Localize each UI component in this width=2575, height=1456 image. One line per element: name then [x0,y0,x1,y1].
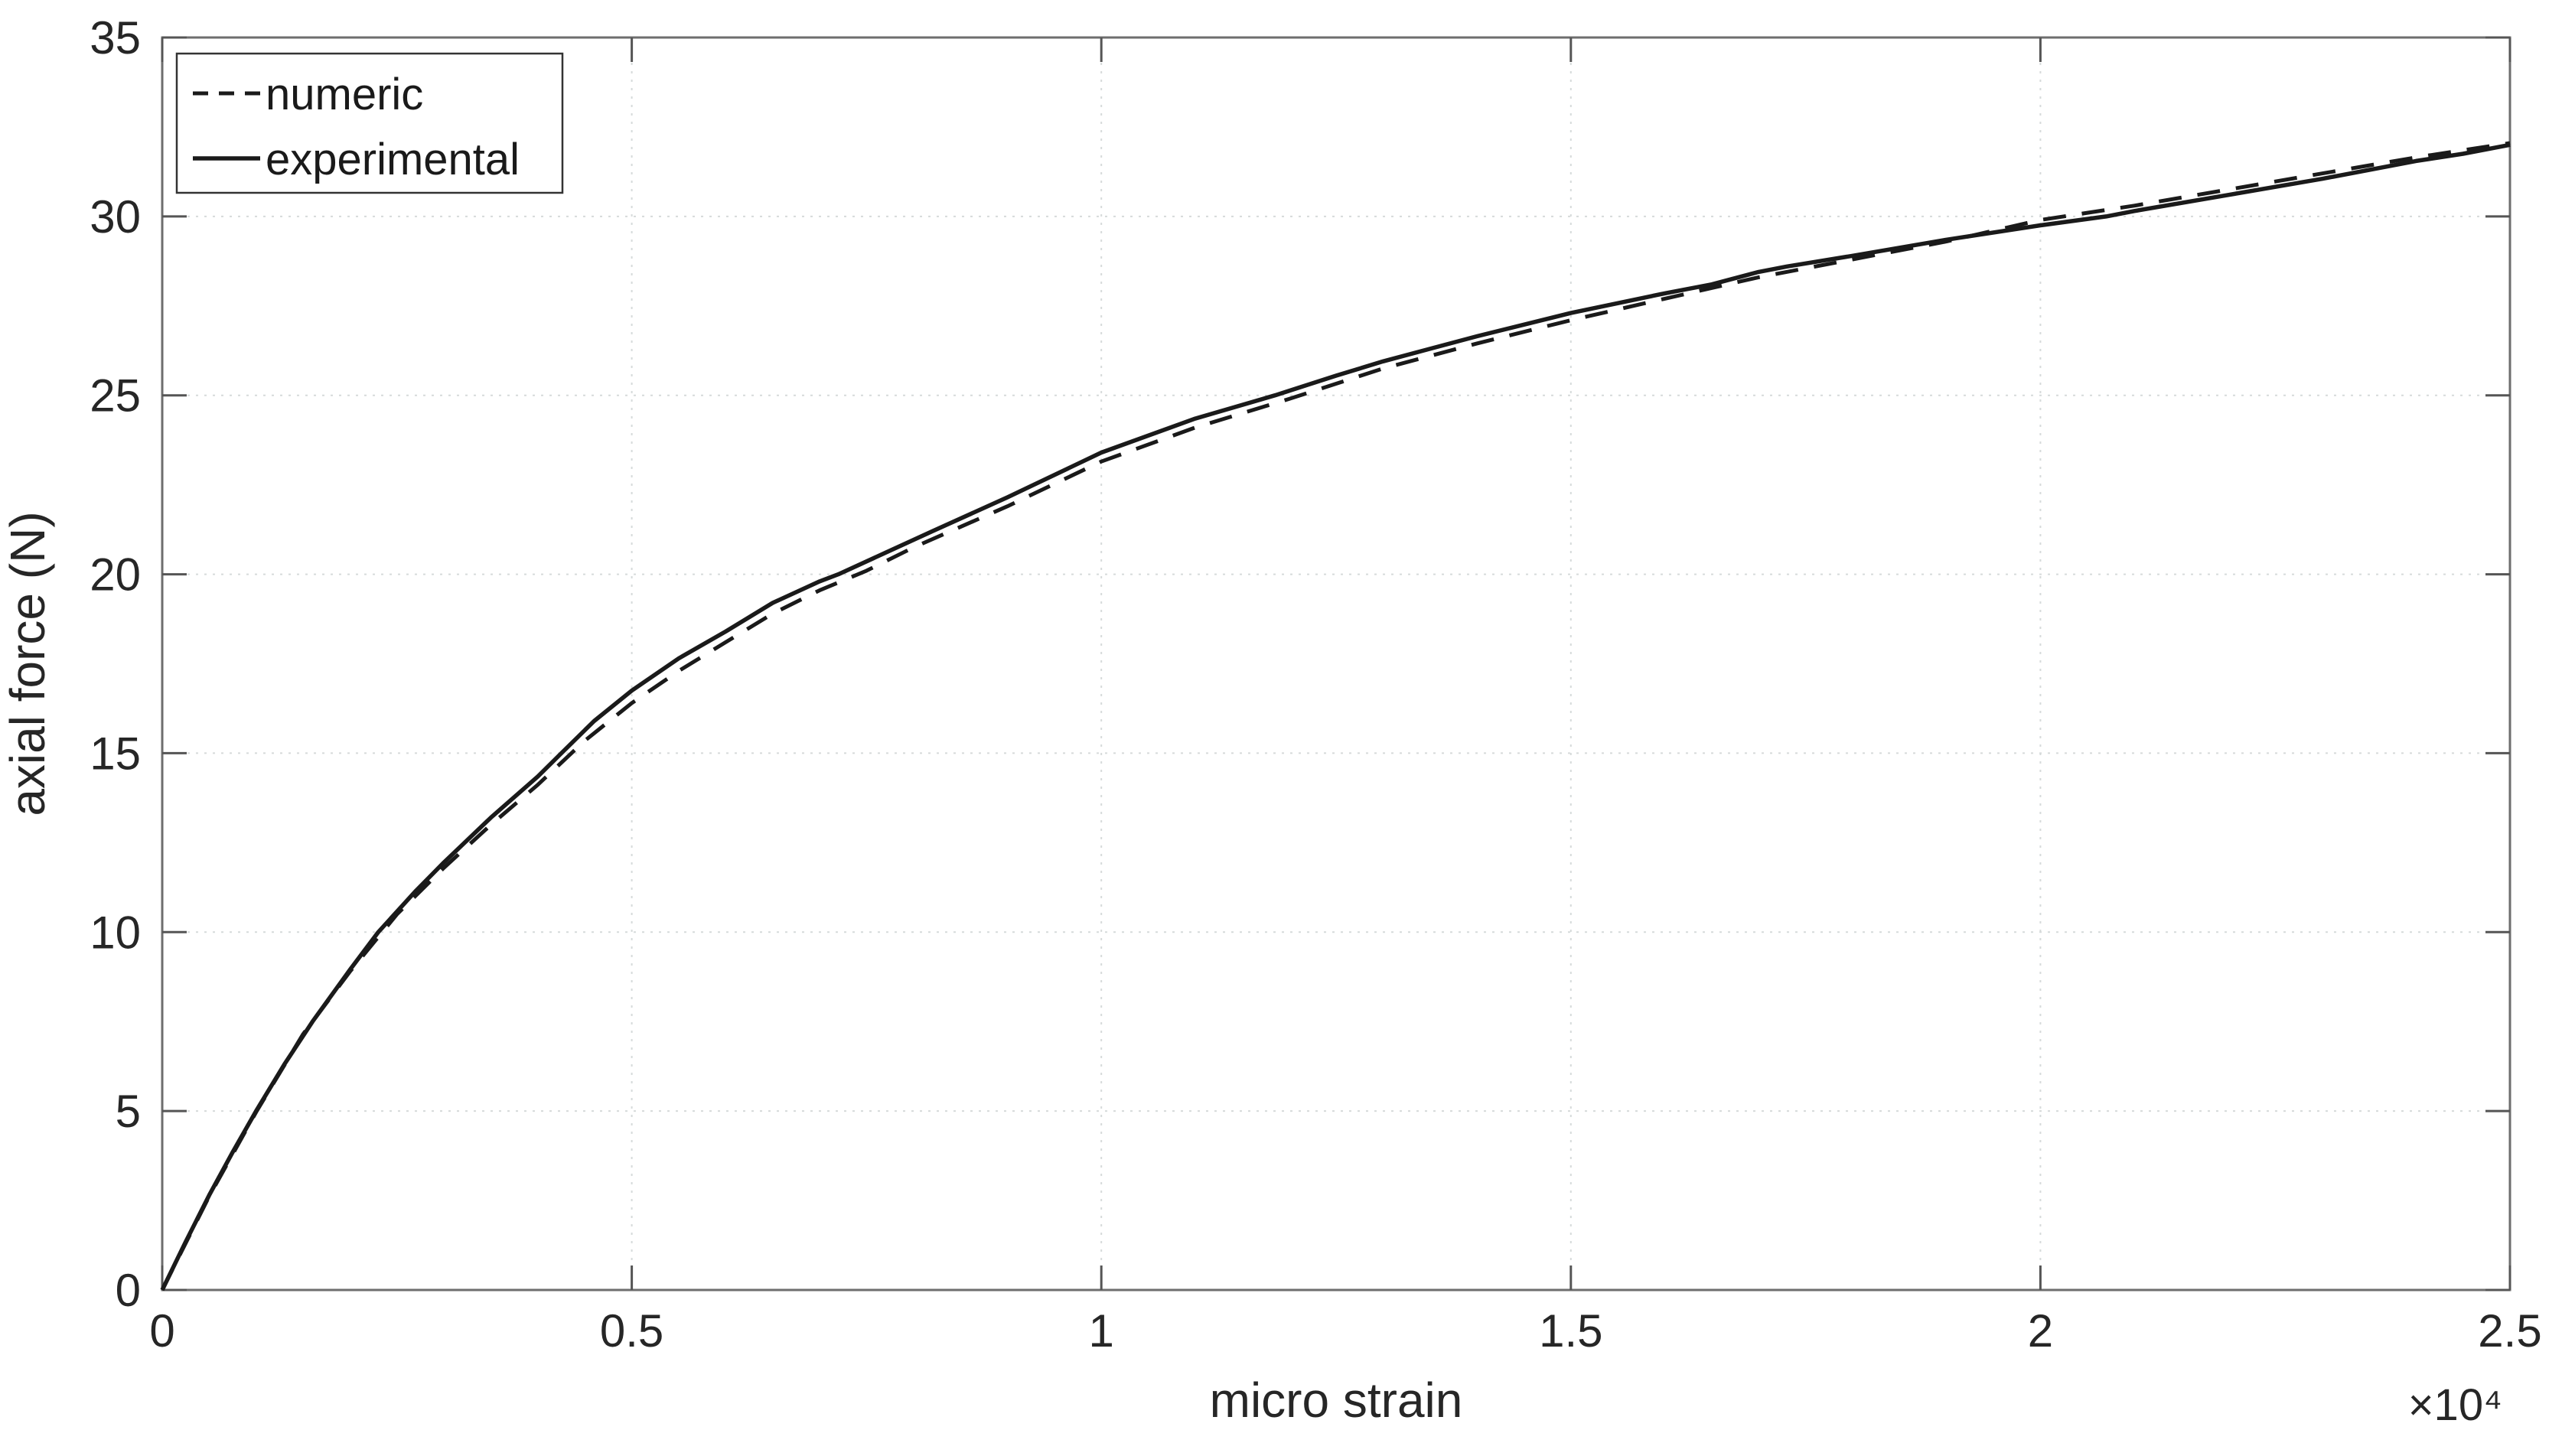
y-axis-label: axial force (N) [0,511,55,816]
tick-marks [161,36,2511,1292]
y-tick-label: 30 [90,191,141,243]
legend-label-experimental: experimental [266,135,520,184]
y-tick-label: 0 [116,1265,141,1316]
grid [162,37,2510,1290]
x-tick-label: 0.5 [600,1305,663,1357]
x-tick-label: 2.5 [2478,1305,2541,1357]
y-tick-label: 10 [90,907,141,958]
x-axis-label: micro strain [1210,1373,1463,1428]
x-tick-label: 2 [2028,1305,2053,1357]
y-tick-labels: 0 5 10 15 20 25 30 35 [90,12,141,1316]
series-experimental-line [160,142,2511,1292]
y-tick-label: 15 [90,728,141,779]
legend: numeric experimental [175,52,564,194]
y-tick-label: 25 [90,370,141,422]
x-tick-label: 1.5 [1539,1305,1602,1357]
y-tick-label: 5 [116,1086,141,1137]
x-tick-label: 1 [1089,1305,1114,1357]
x-axis-multiplier: ×10⁴ [2408,1380,2502,1430]
y-tick-label: 35 [90,12,141,64]
x-tick-label: 0 [149,1305,174,1357]
legend-box [175,52,564,194]
y-tick-label: 20 [90,549,141,601]
plot-border [161,36,2511,1292]
series-numeric-line [160,141,2511,1292]
legend-label-numeric: numeric [266,70,423,119]
x-tick-labels: 0 0.5 1 1.5 2 2.5 [149,1305,2541,1357]
